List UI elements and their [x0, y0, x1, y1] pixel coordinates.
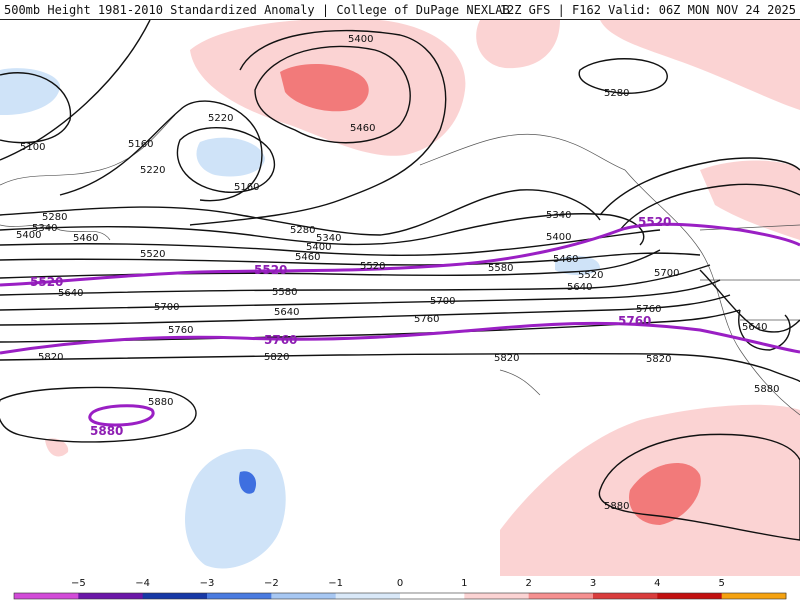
anomaly-shading [0, 20, 800, 576]
contour-label: 5280 [604, 88, 629, 99]
color-scale-tick-label: −4 [135, 578, 150, 589]
contour-label: 5460 [350, 123, 375, 134]
contour-label: 5820 [38, 352, 63, 363]
highlight-label: 5760 [264, 333, 297, 347]
contour-label: 5400 [16, 230, 41, 241]
contour-label: 5520 [140, 249, 165, 260]
contour-label: 5580 [272, 287, 297, 298]
contour-label: 5220 [208, 113, 233, 124]
contour-label: 5880 [754, 384, 779, 395]
map-svg: 5100 5160 5220 5220 5160 5400 5460 5280 … [0, 20, 800, 576]
contour-label: 5400 [546, 232, 571, 243]
contour-label: 5340 [546, 210, 571, 221]
contour-label: 5640 [742, 322, 767, 333]
color-scale-tick-label: 1 [461, 578, 467, 589]
highlight-label: 5520 [254, 263, 287, 277]
contour-label: 5760 [414, 314, 439, 325]
contour-label: 5640 [274, 307, 299, 318]
color-scale-segment [142, 593, 208, 599]
contour-label: 5520 [578, 270, 603, 281]
map-panel: 5100 5160 5220 5220 5160 5400 5460 5280 … [0, 20, 800, 576]
map-title: 500mb Height 1981-2010 Standardized Anom… [4, 3, 510, 17]
color-scale-segment [14, 593, 79, 599]
contour-label: 5880 [604, 501, 629, 512]
contour-label: 5460 [295, 252, 320, 263]
color-scale-segment [721, 593, 787, 599]
contour-label: 5880 [148, 397, 173, 408]
contour-label: 5400 [306, 242, 331, 253]
color-scale-outline [13, 592, 787, 600]
contour-label: 5400 [348, 34, 373, 45]
color-scale-tick-label: 0 [397, 578, 403, 589]
contour-label: 5280 [42, 212, 67, 223]
color-scale-segment [657, 593, 723, 599]
contour-label: 5220 [140, 165, 165, 176]
contour-label: 5340 [32, 223, 57, 234]
highlight-label: 5880 [90, 424, 123, 438]
color-scale-ticks: −5 −4 −3 −2 −1 0 1 2 3 4 5 [71, 578, 725, 589]
color-scale-tick-label: −3 [200, 578, 215, 589]
contour-label: 5700 [154, 302, 179, 313]
color-scale-segment [400, 593, 465, 599]
contour-label: 5100 [20, 142, 45, 153]
color-scale-segment [335, 593, 401, 599]
contour-label: 5820 [646, 354, 671, 365]
color-scale-tick-label: −5 [71, 578, 86, 589]
contour-label: 5340 [316, 233, 341, 244]
color-scale-tick-label: 4 [654, 578, 660, 589]
color-scale-tick-label: −2 [264, 578, 279, 589]
highlight-label: 5520 [30, 275, 63, 289]
color-scale-segment [528, 593, 594, 599]
color-scale: −5 −4 −3 −2 −1 0 1 2 3 4 5 [0, 576, 800, 600]
contour-label: 5700 [430, 296, 455, 307]
contour-label: 5700 [654, 268, 679, 279]
contour-label: 5820 [494, 353, 519, 364]
color-scale-tick-label: −1 [328, 578, 343, 589]
contour-label: 5160 [234, 182, 259, 193]
coastlines [0, 114, 800, 416]
contour-labels: 5100 5160 5220 5220 5160 5400 5460 5280 … [16, 34, 779, 512]
color-scale-segment [593, 593, 658, 599]
color-scale-segment [271, 593, 337, 599]
color-scale-segment [78, 593, 144, 599]
color-scale-tick-label: 2 [525, 578, 531, 589]
map-header: 500mb Height 1981-2010 Standardized Anom… [0, 0, 800, 20]
color-scale-segment [464, 593, 530, 599]
run-info: 12Z GFS | F162 Valid: 06Z MON NOV 24 202… [499, 3, 796, 17]
color-scale-tick-label: 3 [590, 578, 596, 589]
color-scale-svg: −5 −4 −3 −2 −1 0 1 2 3 4 5 [13, 578, 787, 600]
highlight-contours [0, 222, 800, 427]
contour-label: 5460 [73, 233, 98, 244]
contour-label: 5760 [168, 325, 193, 336]
color-scale-segments [13, 592, 787, 600]
contour-label: 5820 [264, 352, 289, 363]
contour-label: 5520 [360, 261, 385, 272]
contour-label: 5580 [488, 263, 513, 274]
contour-label: 5760 [636, 304, 661, 315]
highlight-label: 5520 [638, 215, 671, 229]
color-scale-segment [207, 593, 272, 599]
highlight-label: 5760 [618, 314, 651, 328]
contour-label: 5280 [290, 225, 315, 236]
contour-label: 5460 [553, 254, 578, 265]
color-scale-tick-label: 5 [718, 578, 724, 589]
contour-label: 5160 [128, 139, 153, 150]
contour-label: 5640 [567, 282, 592, 293]
contour-label: 5640 [58, 288, 83, 299]
